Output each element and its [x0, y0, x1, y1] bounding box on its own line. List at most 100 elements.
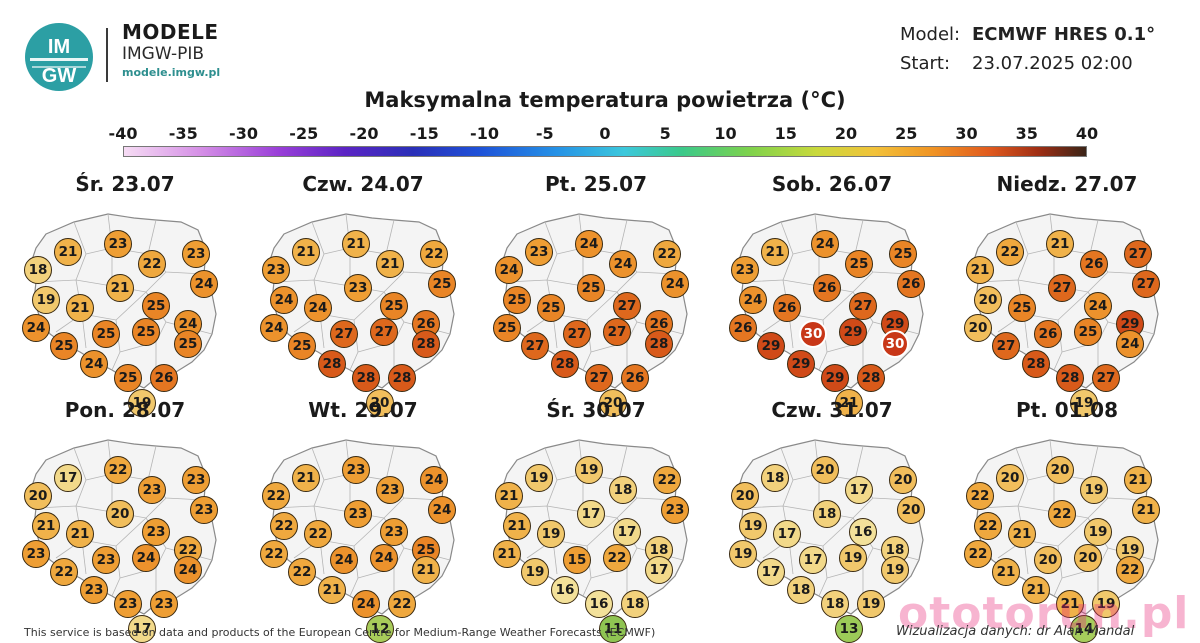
temperature-marker: 25	[114, 364, 142, 392]
temperature-marker: 26	[1034, 320, 1062, 348]
temperature-marker: 28	[388, 364, 416, 392]
temperature-marker: 18	[621, 590, 649, 618]
temperature-marker: 19	[537, 520, 565, 548]
temperature-marker: 27	[603, 318, 631, 346]
visualization-credit: Wizualizacja danych: dr Alan Mandal	[896, 624, 1135, 639]
temperature-marker: 28	[412, 330, 440, 358]
temperature-marker: 18	[761, 464, 789, 492]
brand-url: modele.imgw.pl	[122, 66, 221, 79]
temperature-marker: 23	[142, 518, 170, 546]
temperature-marker: 21	[292, 238, 320, 266]
brand-subtitle: IMGW-PIB	[122, 44, 205, 64]
temperature-marker: 26	[813, 274, 841, 302]
temperature-marker: 20	[996, 464, 1024, 492]
map-day-label: Śr. 23.07	[75, 172, 175, 196]
temperature-marker: 16	[551, 576, 579, 604]
temperature-marker: 23	[150, 590, 178, 618]
temperature-marker: 17	[799, 546, 827, 574]
temperature-marker: 23	[342, 456, 370, 484]
temperature-marker: 21	[292, 464, 320, 492]
temperature-marker: 26	[773, 294, 801, 322]
temperature-marker: 22	[964, 540, 992, 568]
scale-tick-label: 30	[955, 124, 978, 143]
temperature-marker: 23	[262, 256, 290, 284]
temperature-marker: 25	[132, 318, 160, 346]
temperature-marker: 22	[996, 238, 1024, 266]
temperature-marker: 25	[174, 330, 202, 358]
temperature-marker: 24	[270, 286, 298, 314]
temperature-marker: 22	[288, 558, 316, 586]
temperature-marker: 28	[352, 364, 380, 392]
temperature-marker: 29	[787, 350, 815, 378]
temperature-marker: 20	[1074, 544, 1102, 572]
temperature-marker: 28	[551, 350, 579, 378]
scale-tick-label: 10	[714, 124, 737, 143]
temperature-marker: 24	[132, 544, 160, 572]
temperature-marker: 19	[1092, 590, 1120, 618]
temperature-marker: 21	[992, 558, 1020, 586]
temperature-marker: 21	[342, 230, 370, 258]
map-day-label: Niedz. 27.07	[996, 172, 1138, 196]
temperature-marker: 27	[585, 364, 613, 392]
temperature-marker: 21	[106, 274, 134, 302]
temperature-marker: 19	[1070, 389, 1098, 417]
map-day-label: Śr. 30.07	[546, 398, 646, 422]
temperature-marker: 30	[881, 330, 909, 358]
temperature-marker: 18	[787, 576, 815, 604]
temperature-marker: 28	[857, 364, 885, 392]
temperature-marker: 19	[575, 456, 603, 484]
temperature-marker: 26	[150, 364, 178, 392]
temperature-marker: 22	[138, 250, 166, 278]
temperature-marker: 20	[24, 482, 52, 510]
temperature-marker: 17	[128, 615, 156, 643]
map-day-label: Wt. 29.07	[308, 398, 418, 422]
temperature-marker: 21	[376, 250, 404, 278]
temperature-marker: 22	[653, 466, 681, 494]
temperature-marker: 22	[1116, 556, 1144, 584]
temperature-marker: 24	[739, 286, 767, 314]
temperature-marker: 20	[974, 286, 1002, 314]
model-label: Model:	[900, 24, 961, 45]
temperature-marker: 26	[621, 364, 649, 392]
temperature-marker: 22	[653, 240, 681, 268]
temperature-marker: 20	[811, 456, 839, 484]
temperature-marker: 23	[80, 576, 108, 604]
imgw-logo: IM GW	[24, 22, 94, 92]
temperature-marker: 19	[1084, 518, 1112, 546]
temperature-marker: 21	[503, 512, 531, 540]
temperature-marker: 22	[966, 482, 994, 510]
scale-tick-label: 0	[599, 124, 611, 143]
temperature-marker: 29	[757, 332, 785, 360]
temperature-marker: 25	[428, 270, 456, 298]
main-title: Maksymalna temperatura powietrza (°C)	[364, 88, 846, 112]
temperature-marker: 25	[889, 240, 917, 268]
temperature-marker: 27	[1048, 274, 1076, 302]
temperature-marker: 20	[1034, 546, 1062, 574]
start-value: 23.07.2025 02:00	[972, 53, 1133, 74]
temperature-marker: 19	[32, 286, 60, 314]
temperature-marker: 22	[603, 544, 631, 572]
temperature-marker: 24	[1116, 330, 1144, 358]
temperature-marker: 24	[260, 314, 288, 342]
map-day-label: Czw. 31.07	[771, 398, 893, 422]
temperature-marker: 24	[352, 590, 380, 618]
map-day-label: Pt. 01.08	[1015, 398, 1119, 422]
temperature-marker: 27	[563, 320, 591, 348]
temperature-marker: 23	[114, 590, 142, 618]
scale-tick-label: 35	[1015, 124, 1038, 143]
temperature-marker: 19	[729, 540, 757, 568]
temperature-marker: 23	[380, 518, 408, 546]
temperature-marker: 20	[1046, 456, 1074, 484]
temperature-marker: 25	[577, 274, 605, 302]
start-label: Start:	[900, 53, 951, 74]
temperature-marker: 19	[857, 590, 885, 618]
temperature-marker: 24	[370, 544, 398, 572]
temperature-marker: 17	[54, 464, 82, 492]
scale-tick-label: 5	[659, 124, 671, 143]
temperature-marker: 23	[344, 500, 372, 528]
temperature-marker: 24	[811, 230, 839, 258]
temperature-marker: 17	[613, 518, 641, 546]
watermark: ototorun.pl	[898, 588, 1190, 639]
temperature-marker: 27	[370, 318, 398, 346]
scale-tick-label: 25	[895, 124, 918, 143]
